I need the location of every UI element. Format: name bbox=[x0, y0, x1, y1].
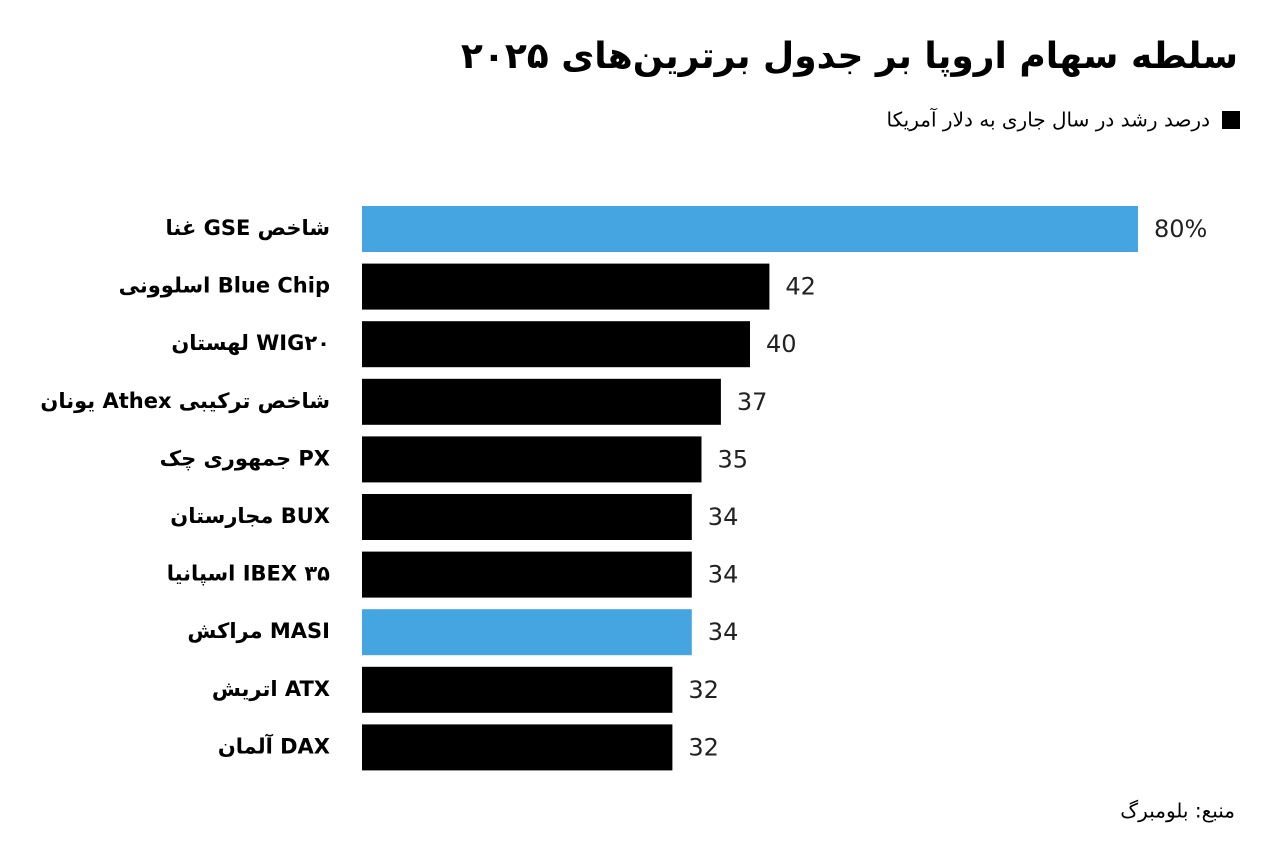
category-label: PX جمهوری چک bbox=[160, 446, 330, 470]
legend-square bbox=[1222, 111, 1240, 129]
category-label: شاخص GSE غنا bbox=[166, 216, 330, 240]
chart-subtitle: درصد رشد در سال جاری به دلار آمریکا bbox=[887, 107, 1210, 132]
category-label: Blue Chip اسلوونی bbox=[119, 274, 330, 298]
value-label: 35 bbox=[718, 445, 749, 473]
value-label: 34 bbox=[708, 503, 739, 531]
value-label: 34 bbox=[708, 618, 739, 646]
category-label: IBEX ۳۵ اسپانیا bbox=[167, 562, 330, 586]
category-label: MASI مراکش bbox=[187, 619, 330, 643]
source: منبع: بلومبرگ bbox=[1120, 799, 1235, 823]
value-label: 32 bbox=[688, 676, 719, 704]
bar bbox=[362, 724, 673, 771]
bar bbox=[362, 609, 692, 656]
category-label: شاخص ترکیبی Athex یونان bbox=[40, 389, 330, 413]
value-label: 34 bbox=[708, 561, 739, 589]
value-label: 80% bbox=[1154, 215, 1207, 243]
bar bbox=[362, 263, 770, 310]
bar bbox=[362, 494, 692, 540]
bar bbox=[362, 551, 692, 598]
category-label: DAX آلمان bbox=[218, 733, 330, 758]
category-label: ATX اتریش bbox=[212, 677, 330, 701]
value-label: 42 bbox=[785, 273, 816, 301]
bar bbox=[362, 378, 721, 425]
bar bbox=[362, 206, 1138, 252]
value-label: 40 bbox=[766, 330, 797, 358]
bar bbox=[362, 321, 750, 368]
value-label: 32 bbox=[688, 733, 719, 761]
chart-title: سلطه سهام اروپا بر جدول برترین‌های ۲۰۲۵ bbox=[461, 36, 1238, 77]
bar bbox=[362, 666, 673, 713]
category-label: BUX مجارستان bbox=[170, 504, 330, 528]
value-label: 37 bbox=[737, 388, 768, 416]
category-label: WIG۲۰ لهستان bbox=[171, 331, 330, 355]
bar bbox=[362, 436, 702, 483]
